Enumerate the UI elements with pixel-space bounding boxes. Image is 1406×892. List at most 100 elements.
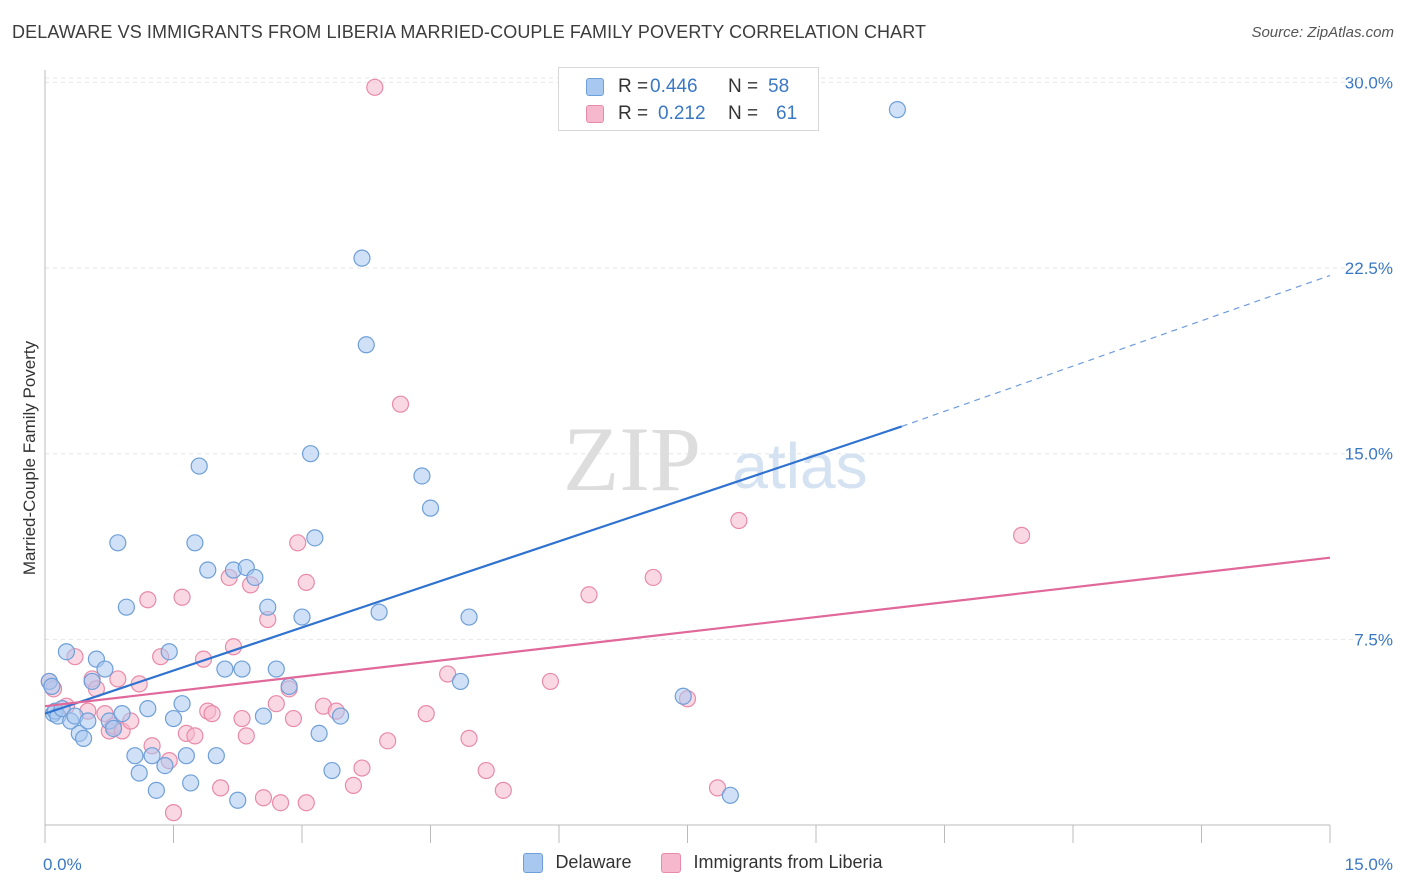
delaware-point	[888, 101, 906, 119]
liberia-point	[1012, 526, 1031, 544]
delaware-point	[117, 598, 135, 616]
delaware-point	[182, 774, 200, 792]
delaware-point	[357, 336, 375, 354]
liberia-point	[237, 727, 255, 745]
correlation-legend: R = 0.446 N = 58 R = 0.212 N = 61	[558, 67, 819, 131]
y-tick-label: 22.5%	[1345, 259, 1393, 278]
delaware-point	[323, 761, 341, 780]
liberia-point	[173, 588, 191, 606]
liberia-point	[297, 794, 315, 812]
liberia-point	[379, 732, 397, 750]
liberia-point	[353, 759, 371, 777]
delaware-point	[113, 705, 131, 723]
legend-row-delaware: R = 0.446 N = 58	[559, 74, 789, 100]
delaware-point	[216, 660, 234, 678]
delaware-point	[104, 719, 123, 738]
delaware-point	[301, 445, 320, 463]
liberia-point	[203, 705, 221, 723]
liberia-point	[164, 804, 183, 822]
y-tick-label: 30.0%	[1345, 73, 1393, 92]
delaware-point	[43, 677, 61, 695]
liberia-point	[289, 534, 307, 552]
watermark-atlas: atlas	[732, 430, 867, 502]
legend-r-label: R =	[618, 103, 649, 124]
legend-n-label: N =	[728, 76, 759, 97]
delaware-point	[79, 712, 97, 730]
legend-item-liberia: Immigrants from Liberia	[661, 852, 883, 873]
y-tick-label: 15.0%	[1345, 445, 1393, 464]
liberia-point	[730, 511, 748, 530]
liberia-point	[297, 573, 315, 592]
legend-r-value: 0.212	[658, 103, 706, 124]
delaware-point	[233, 660, 251, 678]
legend-n-label: N =	[728, 103, 759, 124]
legend-r-label: R =	[618, 76, 649, 97]
delaware-point	[74, 729, 93, 747]
delaware-point	[306, 529, 324, 547]
liberia-point	[254, 789, 273, 807]
legend-label-delaware: Delaware	[555, 852, 632, 872]
delaware-point	[130, 764, 148, 782]
delaware-point	[293, 608, 311, 626]
delaware-point	[199, 561, 217, 579]
delaware-point	[254, 707, 273, 725]
watermark-zip: ZIP	[563, 408, 701, 510]
liberia-point	[708, 779, 727, 797]
liberia-point	[186, 727, 204, 745]
delaware-point	[96, 660, 114, 678]
y-tick-label: 7.5%	[1354, 630, 1393, 649]
delaware-point	[160, 643, 178, 661]
x-tick-label: 15.0%	[1345, 855, 1393, 874]
liberia-point	[460, 729, 478, 747]
delaware-point	[331, 707, 350, 725]
delaware-point	[143, 747, 161, 765]
liberia-point	[494, 781, 512, 799]
delaware-swatch	[586, 78, 604, 96]
liberia-point	[139, 591, 157, 609]
delaware-point	[310, 724, 328, 743]
liberia-point	[366, 78, 384, 96]
delaware-point	[190, 457, 208, 475]
delaware-point	[229, 791, 247, 809]
delaware-point	[280, 677, 298, 695]
liberia-point	[194, 650, 213, 668]
liberia-swatch	[586, 105, 604, 123]
liberia-swatch	[661, 852, 682, 873]
delaware-point	[460, 608, 478, 626]
liberia-trend-line	[44, 556, 1331, 708]
liberia-point	[644, 568, 662, 587]
legend-row-liberia: R = 0.212 N = 61	[559, 101, 797, 127]
liberia-point	[391, 395, 410, 413]
legend-r-value: 0.446	[650, 76, 698, 97]
liberia-point	[477, 761, 495, 780]
delaware-point	[156, 756, 174, 775]
delaware-point	[259, 598, 277, 616]
liberia-point	[284, 709, 303, 728]
delaware-point	[147, 781, 165, 799]
source-label: Source: ZipAtlas.com	[1251, 24, 1394, 41]
delaware-trend-line	[44, 425, 903, 715]
delaware-point	[207, 747, 225, 765]
delaware-point	[674, 687, 692, 705]
delaware-point	[267, 660, 285, 678]
liberia-point	[439, 665, 457, 683]
legend-item-delaware: Delaware	[523, 852, 631, 873]
liberia-point	[233, 709, 251, 728]
liberia-point	[271, 794, 290, 812]
delaware-point	[177, 747, 195, 765]
delaware-point	[164, 709, 183, 728]
chart-title: DELAWARE VS IMMIGRANTS FROM LIBERIA MARR…	[12, 22, 927, 42]
x-tick-label: 0.0%	[43, 855, 82, 874]
delaware-point	[413, 467, 431, 485]
delaware-point	[57, 643, 76, 661]
delaware-point	[83, 672, 101, 691]
delaware-point	[246, 568, 264, 587]
delaware-point	[139, 700, 157, 718]
legend-n-value: 58	[768, 76, 790, 97]
series-legend: Delaware Immigrants from Liberia	[0, 852, 1406, 873]
delaware-point	[186, 534, 204, 552]
delaware-point	[353, 249, 371, 267]
legend-label-liberia: Immigrants from Liberia	[693, 852, 883, 872]
delaware-point	[451, 672, 470, 691]
